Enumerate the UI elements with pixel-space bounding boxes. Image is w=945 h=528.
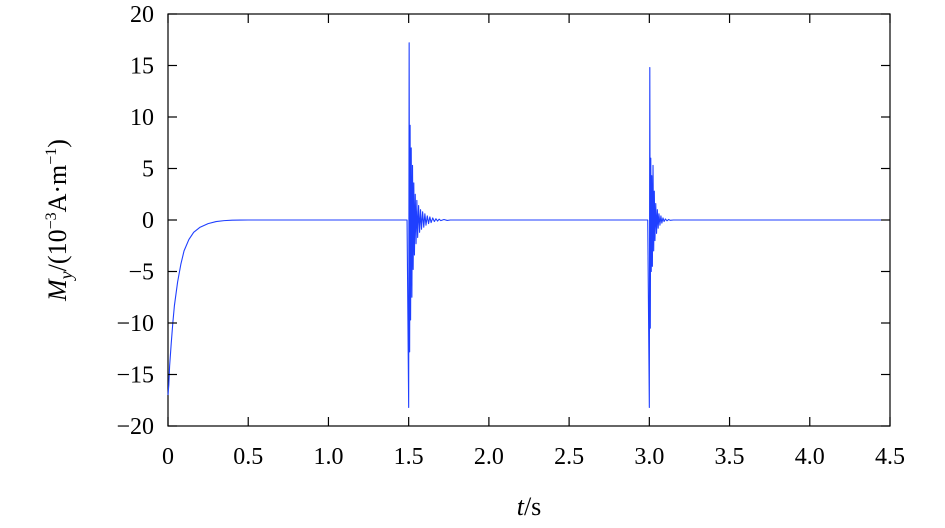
y-tick-label: 0 bbox=[142, 208, 154, 234]
x-tick-label: 1.5 bbox=[394, 444, 424, 470]
x-tick-label: 2.0 bbox=[474, 444, 504, 470]
x-axis-unit: /s bbox=[524, 492, 541, 521]
y-tick-label: 5 bbox=[142, 157, 154, 183]
x-tick-label: 0.5 bbox=[233, 444, 263, 470]
y-tick-label: −15 bbox=[116, 363, 154, 389]
y-axis-sub: y bbox=[56, 271, 76, 281]
y-axis-exp2: −1 bbox=[43, 148, 60, 165]
y-tick-label: −5 bbox=[128, 260, 154, 286]
x-tick-label: 2.5 bbox=[554, 444, 584, 470]
y-tick-label: −10 bbox=[116, 311, 154, 337]
y-axis-suffix: ) bbox=[43, 139, 72, 148]
x-tick-label: 3.5 bbox=[715, 444, 745, 470]
y-axis-mid: A·m bbox=[43, 165, 72, 213]
x-tick-label: 3.0 bbox=[634, 444, 664, 470]
x-tick-label: 4.0 bbox=[795, 444, 825, 470]
x-axis-var: t bbox=[517, 492, 525, 521]
y-axis-prefix: /(10 bbox=[43, 229, 72, 271]
y-tick-label: −20 bbox=[116, 414, 154, 440]
y-tick-label: 20 bbox=[130, 2, 154, 28]
y-axis-exp1: −3 bbox=[43, 212, 60, 229]
x-tick-label: 0 bbox=[162, 444, 174, 470]
y-axis-var: M bbox=[43, 278, 72, 302]
y-axis-label: My/(10−3A·m−1) bbox=[43, 139, 76, 302]
plot-area bbox=[167, 13, 891, 427]
x-tick-label: 4.5 bbox=[875, 444, 905, 470]
x-tick-label: 1.0 bbox=[313, 444, 343, 470]
series-line-My bbox=[167, 42, 890, 409]
x-axis-ticks: 0 0.5 1.0 1.5 2.0 2.5 3.0 3.5 4.0 4.5 bbox=[162, 14, 905, 470]
y-axis-ticks: −20 −15 −10 −5 0 5 10 15 20 bbox=[116, 2, 890, 440]
y-tick-label: 10 bbox=[130, 105, 154, 131]
y-tick-label: 15 bbox=[130, 54, 154, 80]
x-axis-label: t/s bbox=[517, 492, 542, 521]
